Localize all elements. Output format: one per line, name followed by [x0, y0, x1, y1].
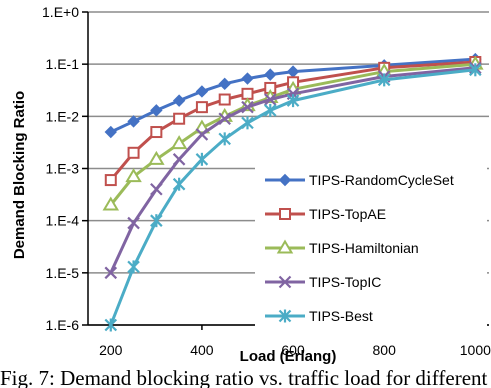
- data-point-x-stroke: [195, 128, 209, 141]
- legend-label: TIPS-Hamiltonian: [309, 240, 419, 256]
- data-point-triangle: [170, 135, 188, 150]
- legend-marker: [278, 309, 292, 323]
- data-point-x-stroke: [241, 100, 254, 114]
- data-point-star: [172, 177, 186, 191]
- data-point-diamond: [241, 72, 254, 85]
- figure-caption: Fig. 7: Demand blocking ratio vs. traffi…: [0, 366, 491, 388]
- data-point-x: [104, 266, 118, 280]
- x-tick-label: 200: [99, 342, 123, 358]
- data-point-diamond: [127, 115, 140, 128]
- y-tick-label: 1.E-1: [46, 56, 80, 72]
- legend-marker: [278, 173, 292, 187]
- y-tick-label: 1.E-6: [46, 317, 80, 333]
- y-tick-label: 1.E+0: [42, 4, 79, 20]
- x-tick-label: 600: [281, 342, 305, 358]
- data-point-star: [218, 132, 231, 146]
- legend-marker: [279, 208, 291, 220]
- x-tick-label: 800: [373, 342, 397, 358]
- y-tick-label: 1.E-2: [46, 108, 80, 124]
- y-axis-title: Demand Blocking Ratio: [11, 91, 28, 259]
- legend-marker-stroke: [278, 275, 292, 289]
- data-point-x-stroke: [104, 266, 118, 280]
- data-point-diamond: [195, 85, 209, 98]
- x-tick-label: 1000: [460, 342, 491, 358]
- legend-label: TIPS-Best: [309, 308, 373, 324]
- data-point-square: [173, 112, 186, 125]
- legend-label: TIPS-RandomCycleSet: [309, 172, 454, 188]
- data-point-x-stroke: [263, 93, 277, 106]
- blocking-ratio-chart: 1.E-6 1.E-5 1.E-4 1.E-3 1.E-2 1.E-1 1.E+0 200 40…: [11, 4, 491, 365]
- data-point-star: [127, 260, 140, 274]
- data-point-x: [263, 93, 277, 106]
- data-point-diamond: [264, 68, 277, 81]
- legend-label: TIPS-TopIC: [309, 274, 381, 290]
- series-layer: [102, 52, 484, 332]
- series-tips-best: [104, 63, 482, 332]
- y-tick-label: 1.E-4: [46, 213, 80, 229]
- series-tips-topic: [104, 61, 482, 280]
- data-point-diamond: [104, 125, 117, 139]
- data-point-diamond: [218, 77, 231, 91]
- data-point-x: [172, 153, 186, 166]
- data-point-triangle: [102, 196, 120, 211]
- data-point-diamond: [172, 94, 186, 107]
- data-point-star: [377, 73, 391, 87]
- data-point-star: [469, 63, 482, 77]
- legend-marker: [276, 239, 294, 254]
- data-point-star: [195, 152, 209, 166]
- data-point-x: [195, 128, 209, 141]
- x-tick-label: 400: [190, 342, 214, 358]
- data-point-x: [218, 112, 231, 125]
- data-point-x-stroke: [172, 153, 186, 166]
- y-tick-label: 1.E-3: [46, 161, 80, 177]
- y-tick-label: 1.E-5: [46, 265, 80, 281]
- data-point-star: [241, 116, 254, 130]
- data-point-star: [104, 318, 118, 332]
- data-point-square: [195, 101, 208, 114]
- data-point-diamond: [150, 104, 163, 117]
- data-point-x: [127, 216, 140, 230]
- data-point-star: [150, 214, 163, 228]
- legend-label: TIPS-TopAE: [309, 206, 386, 222]
- data-point-star: [286, 94, 300, 108]
- data-point-x-stroke: [127, 216, 140, 230]
- legend: TIPS-RandomCycleSet TIPS-TopAE TIPS-Hamilt…: [255, 163, 487, 331]
- data-point-x-stroke: [218, 112, 231, 125]
- legend-marker: [278, 275, 292, 289]
- data-point-star: [263, 103, 277, 117]
- data-point-x: [150, 182, 163, 196]
- data-point-square: [104, 174, 117, 187]
- data-point-triangle: [125, 168, 142, 183]
- data-point-square: [150, 126, 163, 139]
- data-point-x: [241, 100, 254, 114]
- data-point-x-stroke: [150, 182, 163, 196]
- data-point-triangle: [148, 150, 165, 165]
- data-point-square: [218, 93, 231, 106]
- x-axis-title: Load (Erlang): [240, 348, 337, 365]
- data-point-square: [127, 146, 140, 159]
